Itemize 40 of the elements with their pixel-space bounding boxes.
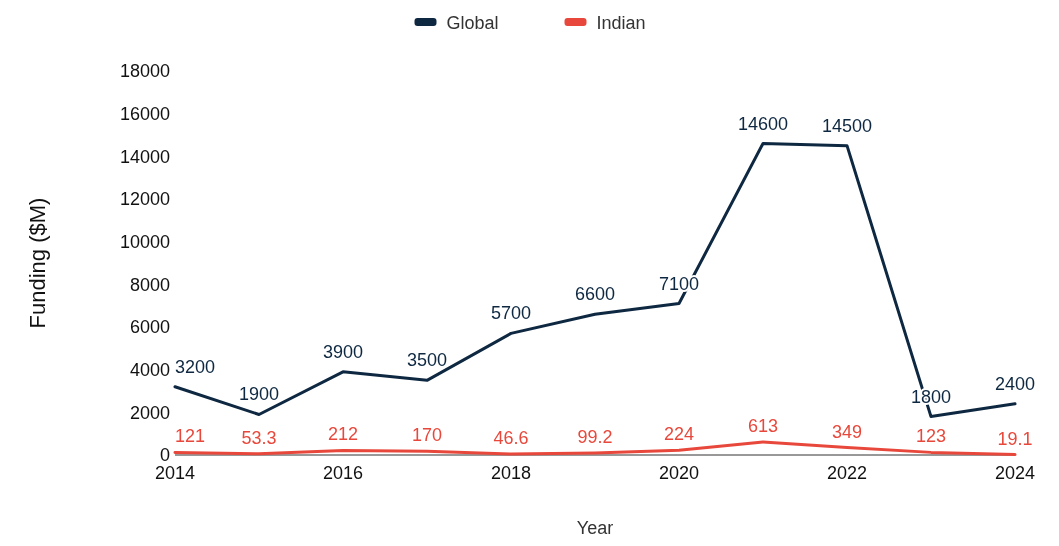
y-tick-label: 10000: [119, 231, 170, 252]
y-axis-title: Funding ($M): [25, 197, 50, 329]
x-tick-label: 2020: [658, 463, 700, 483]
data-label: 6600: [574, 284, 616, 305]
data-label: 1900: [238, 384, 280, 405]
data-label: 53.3: [241, 427, 277, 448]
x-tick-label: 2016: [322, 463, 364, 483]
data-label: 212: [327, 424, 359, 445]
data-label: 224: [663, 424, 695, 445]
y-tick-label: 14000: [119, 146, 170, 167]
y-tick-label: 16000: [119, 103, 170, 124]
x-tick-label: 2014: [154, 463, 196, 483]
data-label: 2400: [994, 373, 1036, 394]
data-label: 123: [915, 426, 947, 447]
data-label: 3900: [322, 341, 364, 362]
y-tick-label: 2000: [129, 402, 170, 423]
y-tick-label: 8000: [129, 274, 170, 295]
x-axis-title: Year: [576, 518, 614, 538]
x-tick-label: 2024: [994, 463, 1036, 483]
data-label: 5700: [490, 303, 532, 324]
x-tick-label: 2018: [490, 463, 532, 483]
data-label: 19.1: [997, 428, 1033, 449]
data-label: 3200: [175, 356, 216, 377]
y-tick-label: 12000: [119, 189, 170, 210]
y-tick-label: 4000: [129, 359, 170, 380]
data-label: 46.6: [493, 428, 529, 449]
y-tick-label: 6000: [129, 317, 170, 338]
data-label: 613: [747, 415, 779, 436]
data-label: 121: [175, 426, 206, 447]
data-label: 14600: [737, 113, 789, 134]
data-label: 349: [831, 421, 863, 442]
y-tick-label: 18000: [119, 61, 170, 82]
y-tick-label: 0: [159, 445, 170, 466]
data-label: 14500: [821, 115, 873, 136]
data-label: 99.2: [577, 426, 613, 447]
legend-label: Indian: [596, 13, 646, 34]
data-label: 3500: [406, 350, 448, 371]
x-tick-label: 2022: [826, 463, 868, 483]
data-label: 170: [411, 425, 443, 446]
legend-label: Global: [446, 13, 499, 34]
